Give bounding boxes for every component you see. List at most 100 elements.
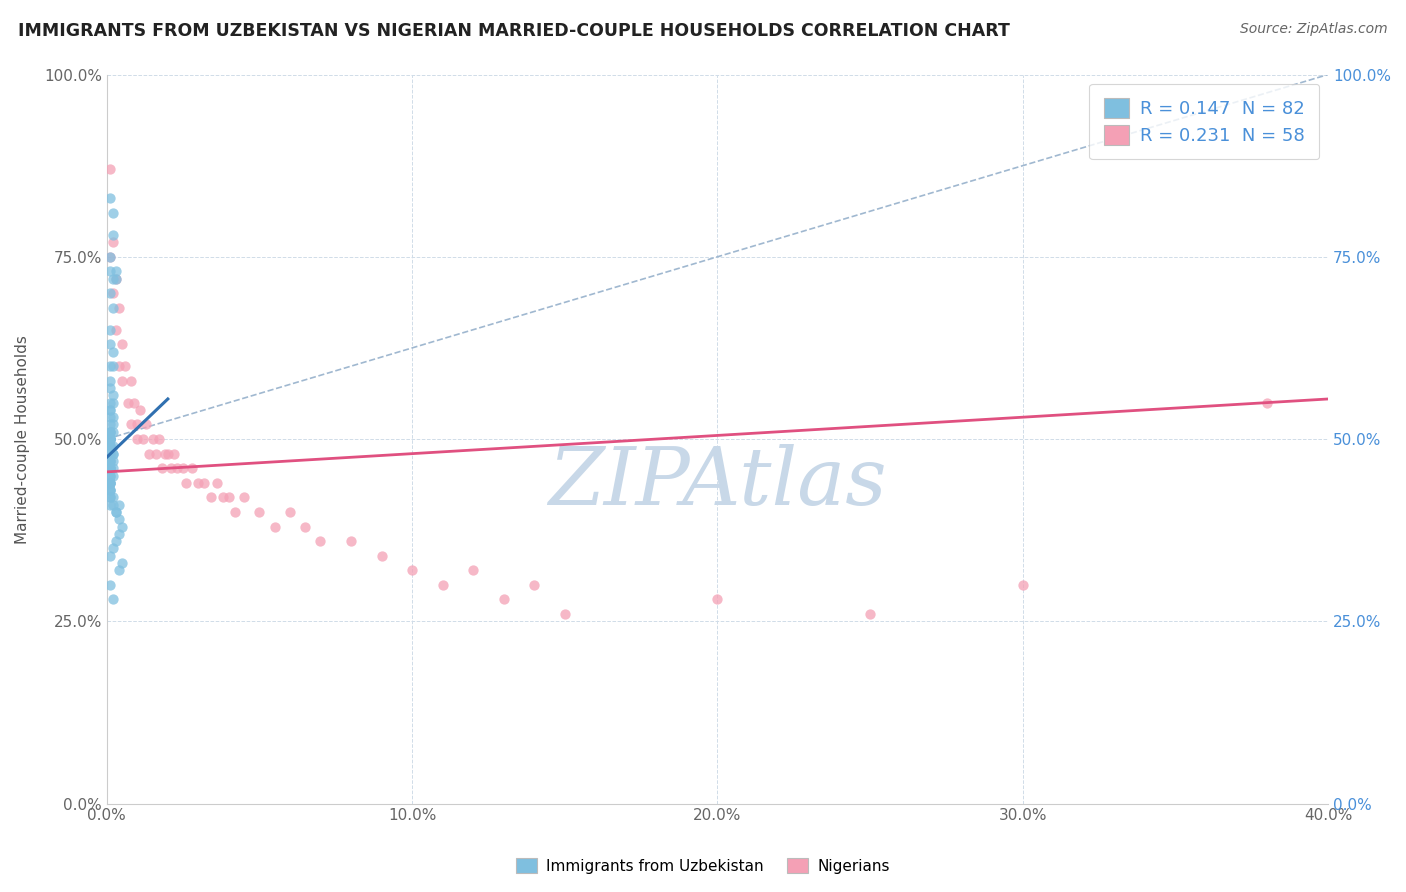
Point [98, 410, 121, 425]
Point [205, 475, 228, 490]
Text: Source: ZipAtlas.com: Source: ZipAtlas.com [1240, 22, 1388, 37]
Point [101, 410, 124, 425]
Point [98, 162, 121, 177]
Point [104, 534, 127, 549]
Point [101, 235, 124, 250]
Point [193, 475, 215, 490]
Point [153, 447, 176, 461]
Point [101, 359, 124, 373]
Point [98, 439, 121, 453]
Point [249, 505, 271, 519]
Point [145, 447, 167, 461]
Point [1256, 395, 1278, 409]
Point [98, 491, 121, 505]
Point [101, 417, 124, 432]
Point [98, 359, 121, 373]
Point [224, 505, 246, 519]
Point [263, 519, 285, 533]
Point [340, 534, 363, 549]
Point [111, 374, 134, 388]
Point [218, 491, 240, 505]
Point [101, 271, 124, 285]
Point [98, 491, 121, 505]
Point [101, 447, 124, 461]
Point [278, 505, 301, 519]
Point [98, 475, 121, 490]
Point [432, 578, 454, 592]
Point [200, 491, 222, 505]
Point [98, 432, 121, 446]
Point [166, 461, 188, 475]
Text: ZIPAtlas: ZIPAtlas [548, 444, 887, 522]
Point [98, 432, 121, 446]
Point [129, 403, 152, 417]
Point [98, 461, 121, 475]
Point [98, 475, 121, 490]
Point [98, 432, 121, 446]
Point [101, 388, 124, 402]
Point [98, 432, 121, 446]
Point [101, 425, 124, 439]
Point [98, 337, 121, 351]
Point [98, 432, 121, 446]
Point [101, 286, 124, 301]
Point [98, 498, 121, 512]
Point [463, 563, 485, 577]
Point [104, 271, 127, 285]
Point [122, 395, 145, 409]
Point [98, 432, 121, 446]
Point [98, 447, 121, 461]
Point [138, 447, 160, 461]
Point [181, 461, 204, 475]
Point [108, 498, 131, 512]
Point [101, 344, 124, 359]
Point [98, 191, 121, 205]
Point [101, 227, 124, 242]
Point [98, 425, 121, 439]
Point [98, 425, 121, 439]
Point [98, 250, 121, 264]
Point [101, 491, 124, 505]
Point [104, 323, 127, 337]
Point [98, 461, 121, 475]
Point [108, 512, 131, 526]
Point [98, 250, 121, 264]
Point [98, 454, 121, 468]
Point [492, 592, 515, 607]
Point [104, 264, 127, 278]
Point [101, 439, 124, 453]
Point [108, 359, 131, 373]
Point [98, 483, 121, 497]
Legend: Immigrants from Uzbekistan, Nigerians: Immigrants from Uzbekistan, Nigerians [510, 852, 896, 880]
Point [98, 323, 121, 337]
Point [98, 468, 121, 483]
Point [132, 432, 155, 446]
Point [150, 461, 173, 475]
Point [98, 454, 121, 468]
Point [101, 301, 124, 315]
Point [98, 447, 121, 461]
Point [111, 337, 134, 351]
Point [98, 403, 121, 417]
Point [523, 578, 546, 592]
Point [114, 359, 136, 373]
Point [101, 498, 124, 512]
Point [101, 447, 124, 461]
Point [117, 395, 139, 409]
Point [104, 505, 127, 519]
Y-axis label: Married-couple Households: Married-couple Households [15, 334, 30, 543]
Point [111, 556, 134, 570]
Point [142, 432, 165, 446]
Point [554, 607, 576, 621]
Point [101, 592, 124, 607]
Point [370, 549, 392, 563]
Point [148, 432, 170, 446]
Point [98, 286, 121, 301]
Point [98, 417, 121, 432]
Point [309, 534, 332, 549]
Point [859, 607, 882, 621]
Point [101, 454, 124, 468]
Point [1011, 578, 1033, 592]
Point [135, 417, 157, 432]
Point [233, 491, 256, 505]
